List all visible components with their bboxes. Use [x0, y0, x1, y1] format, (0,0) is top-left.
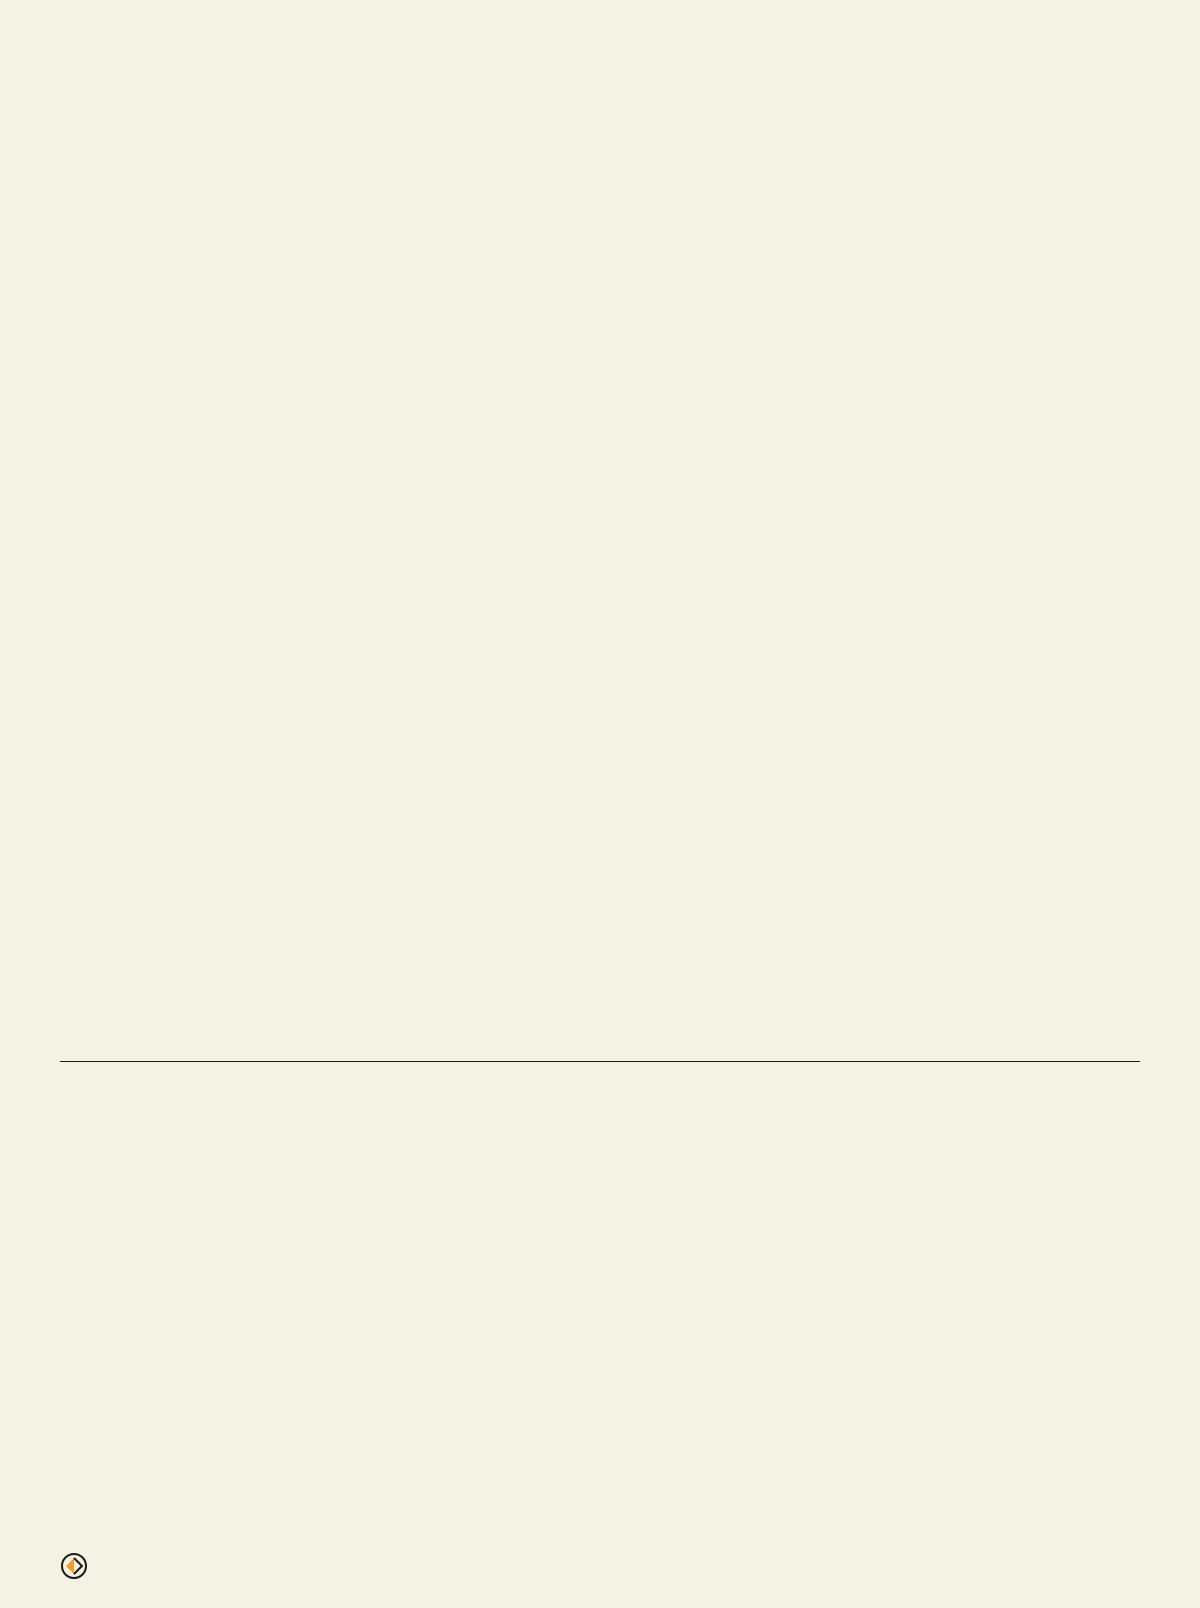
brand [60, 1552, 96, 1580]
divider [60, 1061, 1140, 1062]
brand-icon [60, 1552, 88, 1580]
footer [60, 1552, 1140, 1580]
chart-container [60, 70, 1140, 990]
voronoi-chart [140, 70, 1060, 990]
summary-text [60, 1010, 1140, 1041]
page [0, 0, 1200, 1608]
